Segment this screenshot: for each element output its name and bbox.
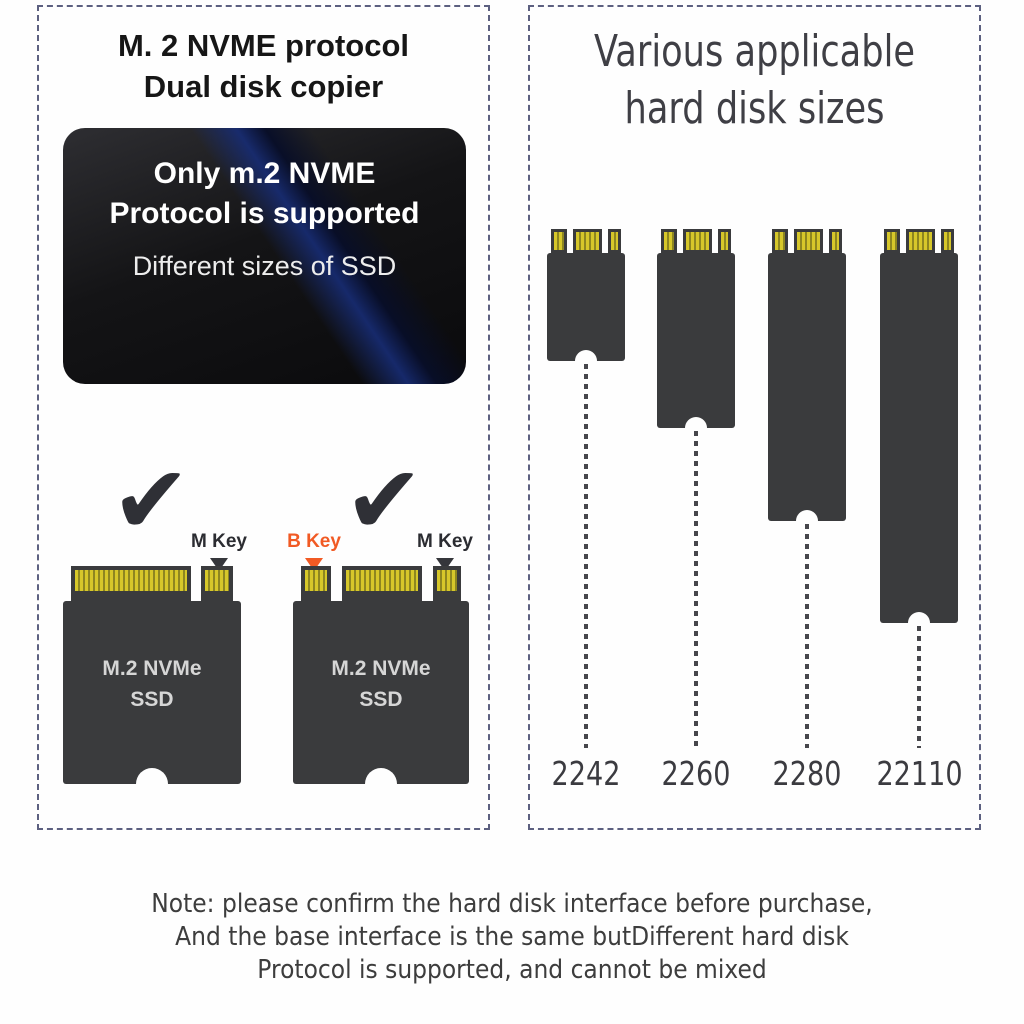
ssd-connector: [63, 566, 241, 601]
ssd-name: M.2 NVMe SSD: [293, 601, 469, 715]
ssd-connector: [657, 229, 735, 253]
b-key-marker: B Key: [269, 531, 359, 571]
panel-sizes-title-line1: Various applicable: [593, 26, 916, 77]
bottom-notch: [796, 510, 818, 521]
m-key-marker: M Key: [400, 531, 490, 571]
ssd-connector: [880, 229, 958, 253]
dotted-line: [694, 431, 698, 748]
bottom-notch: [136, 768, 168, 784]
size-column-2242: 2242: [547, 229, 625, 793]
pin-block: [661, 229, 677, 253]
size-label: 22110: [875, 754, 963, 793]
pin-block: [683, 229, 712, 253]
ssd-card-2242: [547, 229, 625, 361]
pin-block: [201, 566, 233, 601]
panel-protocol-title-line1: M. 2 NVME protocol: [117, 28, 410, 63]
ssd-body: [547, 253, 625, 361]
pin-block: [71, 566, 191, 601]
pin-block: [772, 229, 788, 253]
pin-block: [941, 229, 954, 253]
dotted-line: [584, 364, 588, 748]
check-icon: ✔: [344, 446, 424, 556]
note-line2: And the base interface is the same butDi…: [175, 922, 849, 952]
ssd-card-2260: [657, 229, 735, 428]
ssd-card-b-m-key: M.2 NVMe SSD: [293, 566, 469, 784]
size-column-2280: 2280: [768, 229, 846, 793]
ssd-connector: [547, 229, 625, 253]
size-label: 2260: [661, 754, 731, 793]
size-column-2260: 2260: [657, 229, 735, 793]
ssd-body: [880, 253, 958, 623]
ssd-name-line1: M.2 NVMe: [102, 657, 202, 680]
info-box-subheading: Different sizes of SSD: [132, 251, 397, 281]
note-line1: Note: please confirm the hard disk inter…: [151, 889, 873, 919]
ssd-card-2280: [768, 229, 846, 521]
ssd-card-m-key: M.2 NVMe SSD: [63, 566, 241, 784]
ssd-connector: [293, 566, 469, 601]
size-label: 2280: [772, 754, 842, 793]
size-label: 2242: [551, 754, 621, 793]
pin-block: [794, 229, 823, 253]
note-line3: Protocol is supported, and cannot be mix…: [257, 955, 767, 985]
ssd-name: M.2 NVMe SSD: [63, 601, 241, 715]
pin-block: [342, 566, 422, 601]
check-icon: ✔: [111, 446, 191, 556]
pin-block: [301, 566, 331, 601]
size-column-22110: 22110: [876, 229, 962, 793]
m-key-label: M Key: [191, 531, 247, 552]
m-key-label: M Key: [417, 531, 473, 552]
ssd-card-22110: [880, 229, 958, 623]
pin-block: [608, 229, 621, 253]
ssd-body: [657, 253, 735, 428]
note-text: Note: please confirm the hard disk inter…: [0, 888, 1024, 987]
panel-sizes-title-line2: hard disk sizes: [624, 83, 885, 134]
panel-sizes-title: Various applicable hard disk sizes: [530, 23, 979, 137]
info-box-heading-line2: Protocol is supported: [109, 197, 420, 230]
pin-block: [906, 229, 935, 253]
info-box-heading-line1: Only m.2 NVME: [153, 157, 376, 190]
ssd-body: M.2 NVMe SSD: [293, 601, 469, 784]
ssd-connector: [768, 229, 846, 253]
dotted-line: [917, 626, 921, 748]
info-box: Only m.2 NVME Protocol is supported Diff…: [63, 128, 466, 384]
pin-block: [551, 229, 567, 253]
bottom-notch: [575, 350, 597, 361]
bottom-notch: [685, 417, 707, 428]
pin-block: [829, 229, 842, 253]
ssd-name-line2: SSD: [130, 688, 174, 711]
panel-protocol-title-line2: Dual disk copier: [143, 69, 384, 104]
panel-protocol-title: M. 2 NVME protocol Dual disk copier: [39, 25, 488, 107]
ssd-body: M.2 NVMe SSD: [63, 601, 241, 784]
bottom-notch: [908, 612, 930, 623]
panel-sizes: Various applicable hard disk sizes 2242: [528, 5, 981, 830]
pin-block: [718, 229, 731, 253]
bottom-notch: [365, 768, 397, 784]
pin-block: [433, 566, 461, 601]
pin-block: [573, 229, 602, 253]
m-key-marker: M Key: [174, 531, 264, 571]
b-key-label: B Key: [287, 531, 341, 552]
ssd-name-line2: SSD: [359, 688, 403, 711]
panel-protocol: M. 2 NVME protocol Dual disk copier Only…: [37, 5, 490, 830]
pin-block: [884, 229, 900, 253]
ssd-name-line1: M.2 NVMe: [331, 657, 431, 680]
ssd-body: [768, 253, 846, 521]
dotted-line: [805, 524, 809, 748]
